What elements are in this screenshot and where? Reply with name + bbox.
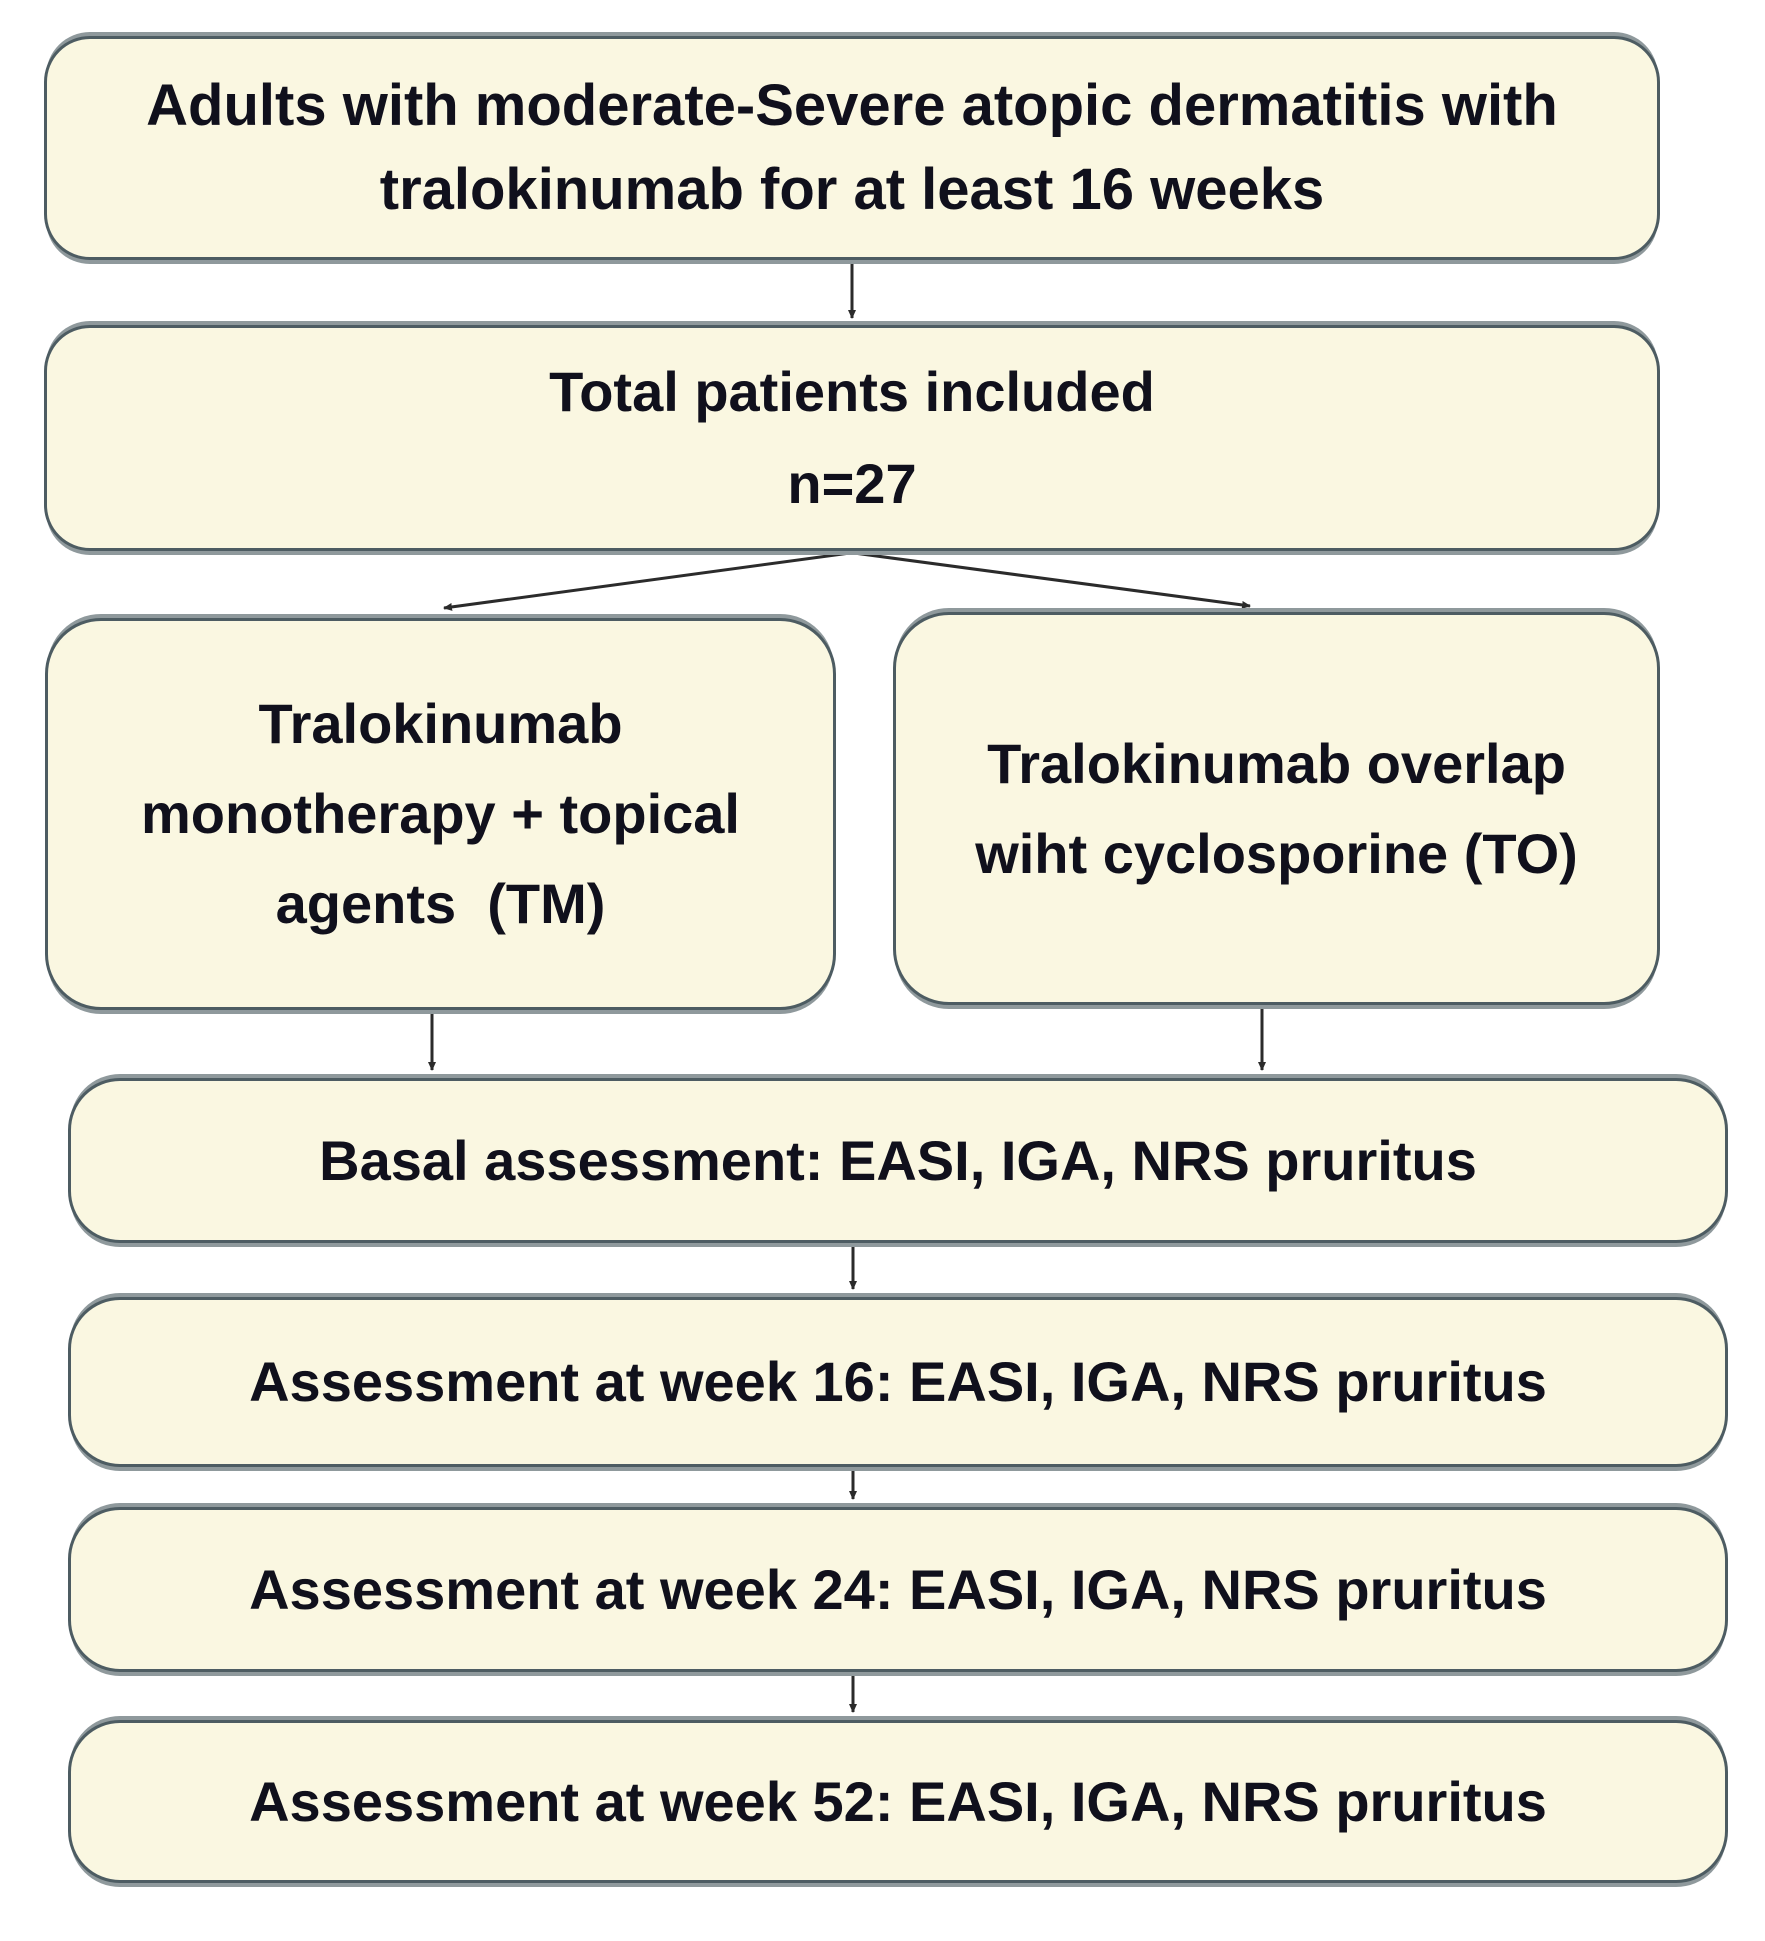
basal-assessment-box: Basal assessment: EASI, IGA, NRS pruritu…: [68, 1078, 1728, 1243]
to-line-2: wiht cyclosporine (TO): [975, 821, 1578, 885]
week52-assessment-text: Assessment at week 52: EASI, IGA, NRS pr…: [249, 1769, 1547, 1833]
arrow-total-to-to: [853, 551, 1251, 609]
tralokinumab-monotherapy-box: Tralokinumab monotherapy + topical agent…: [45, 618, 836, 1010]
tm-line-3: agents (TM): [275, 872, 606, 935]
total-patients-box: Total patients included n=27: [44, 325, 1660, 551]
tm-line-1: Tralokinumab: [258, 692, 623, 755]
week16-assessment-text: Assessment at week 16: EASI, IGA, NRS pr…: [249, 1350, 1547, 1413]
tm-line-2: monotherapy + topical: [141, 782, 740, 845]
week24-assessment-box: Assessment at week 24: EASI, IGA, NRS pr…: [68, 1507, 1728, 1672]
total-patients-count: n=27: [787, 452, 917, 515]
week52-assessment-box: Assessment at week 52: EASI, IGA, NRS pr…: [68, 1720, 1728, 1883]
tralokinumab-overlap-box: Tralokinumab overlap wiht cyclosporine (…: [893, 612, 1660, 1005]
eligibility-line-2: tralokinumab for at least 16 weeks: [379, 157, 1325, 222]
week24-assessment-text: Assessment at week 24: EASI, IGA, NRS pr…: [249, 1557, 1547, 1621]
eligibility-line-1: Adults with moderate-Severe atopic derma…: [146, 73, 1558, 138]
basal-assessment-text: Basal assessment: EASI, IGA, NRS pruritu…: [319, 1128, 1477, 1192]
arrow-total-to-tm: [443, 551, 851, 611]
eligibility-box: Adults with moderate-Severe atopic derma…: [44, 36, 1660, 260]
to-line-1: Tralokinumab overlap: [987, 731, 1566, 795]
total-patients-line-1: Total patients included: [549, 360, 1155, 423]
week16-assessment-box: Assessment at week 16: EASI, IGA, NRS pr…: [68, 1297, 1728, 1467]
